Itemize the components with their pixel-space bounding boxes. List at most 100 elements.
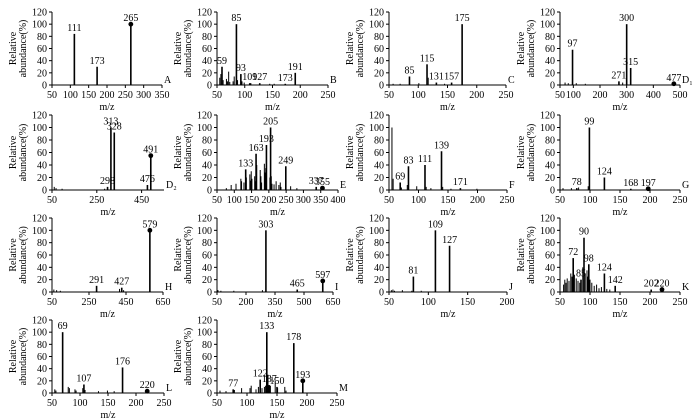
y-tick-label: 80: [202, 136, 212, 147]
x-tick-label: 250: [500, 195, 515, 206]
peak-label-109: 109: [428, 219, 443, 230]
y-axis-label-line1: Relative: [8, 339, 19, 373]
x-tick-label: 400: [331, 195, 346, 206]
y-tick-label: 120: [540, 214, 555, 225]
peak-label-85: 85: [231, 13, 241, 24]
y-tick-label: 60: [374, 44, 384, 55]
y-tick-label: 40: [202, 364, 212, 375]
y-axis-label-line1: Relative: [8, 31, 19, 65]
panel-letter: M: [339, 383, 348, 394]
y-tick-label: 20: [374, 173, 384, 184]
peak-label-98: 98: [584, 253, 594, 264]
x-axis-label: m/z: [101, 207, 117, 218]
y-axis-label-line1: Relative: [173, 238, 184, 272]
y-tick-label: 120: [32, 8, 47, 19]
peak-label-115: 115: [420, 53, 435, 64]
panel-letter: D₁: [682, 75, 693, 86]
peak-label-142: 142: [608, 275, 623, 286]
y-tick-label: 80: [374, 238, 384, 249]
y-tick-label: 60: [374, 251, 384, 262]
y-tick-label: 100: [540, 123, 555, 134]
x-tick-label: 350: [313, 195, 328, 206]
x-axis-label: m/z: [613, 102, 629, 113]
x-tick-label: 50: [212, 195, 222, 206]
peak-label-111: 111: [418, 154, 432, 165]
y-tick-label: 120: [369, 111, 384, 122]
peak-label-107: 107: [76, 373, 91, 384]
y-tick-label: 100: [369, 226, 384, 237]
peak-label-265: 265: [123, 13, 138, 24]
y-axis-label-line2: abundance(%): [18, 124, 29, 182]
x-tick-label: 300: [619, 90, 634, 101]
x-tick-label: 50: [212, 90, 222, 101]
x-tick-label: 250: [673, 297, 688, 308]
y-tick-label: 20: [202, 376, 212, 387]
y-tick-label: 60: [202, 148, 212, 159]
molecular-ion-marker: [300, 378, 306, 384]
x-axis-label: m/z: [441, 309, 457, 320]
panel-letter: J: [509, 282, 513, 293]
y-tick-label: 60: [202, 251, 212, 262]
peak-label-133: 133: [238, 158, 253, 169]
x-tick-label: 200: [643, 297, 658, 308]
x-tick-label: 200: [129, 398, 144, 409]
x-tick-label: 200: [100, 90, 115, 101]
y-tick-label: 100: [197, 20, 212, 31]
y-tick-label: 60: [202, 352, 212, 363]
y-tick-label: 100: [32, 20, 47, 31]
peak-label-173: 173: [278, 73, 293, 84]
x-tick-label: 100: [227, 195, 242, 206]
x-tick-label: 150: [270, 398, 285, 409]
y-tick-label: 40: [545, 56, 555, 67]
y-axis-label-line2: abundance(%): [526, 20, 537, 78]
x-tick-label: 150: [265, 90, 280, 101]
peak-label-355: 355: [315, 177, 330, 188]
y-tick-label: 40: [374, 263, 384, 274]
x-tick-label: 100: [411, 90, 426, 101]
y-tick-label: 100: [369, 123, 384, 134]
y-tick-label: 20: [545, 68, 555, 79]
y-tick-label: 40: [37, 263, 47, 274]
y-tick-label: 60: [37, 352, 47, 363]
y-tick-label: 20: [545, 275, 555, 286]
x-axis-label: m/z: [613, 309, 629, 320]
y-tick-label: 80: [37, 136, 47, 147]
y-tick-label: 0: [550, 288, 555, 299]
y-tick-label: 100: [369, 20, 384, 31]
y-tick-label: 80: [202, 238, 212, 249]
peak-label-477: 477: [666, 73, 681, 84]
y-tick-label: 0: [42, 288, 47, 299]
y-tick-label: 60: [545, 44, 555, 55]
peak-label-109: 109: [242, 72, 257, 83]
peak-label-85: 85: [576, 269, 586, 280]
y-axis-label-line1: Relative: [173, 339, 184, 373]
peak-label-291: 291: [89, 275, 104, 286]
y-tick-label: 120: [540, 8, 555, 19]
x-tick-label: 450: [134, 195, 149, 206]
y-axis-label-line2: abundance(%): [183, 124, 194, 182]
peak-label-176: 176: [115, 356, 130, 367]
y-tick-label: 80: [545, 136, 555, 147]
molecular-ion-marker: [320, 185, 325, 191]
peak-label-171: 171: [453, 177, 468, 188]
y-tick-label: 120: [197, 316, 212, 327]
x-tick-label: 500: [673, 90, 688, 101]
molecular-ion-marker: [659, 287, 665, 292]
x-tick-label: 50: [47, 398, 57, 409]
y-tick-label: 120: [369, 8, 384, 19]
peak-label-193: 193: [259, 134, 274, 145]
x-axis-label: m/z: [100, 102, 116, 113]
panel-letter: K: [682, 282, 690, 293]
x-tick-label: 650: [326, 297, 341, 308]
x-tick-label: 100: [583, 195, 598, 206]
y-axis-label-line1: Relative: [345, 238, 356, 272]
y-tick-label: 0: [207, 186, 212, 197]
y-axis-label-line2: abundance(%): [355, 20, 366, 78]
peak-label-81: 81: [408, 266, 418, 277]
peak-label-77: 77: [228, 378, 238, 389]
